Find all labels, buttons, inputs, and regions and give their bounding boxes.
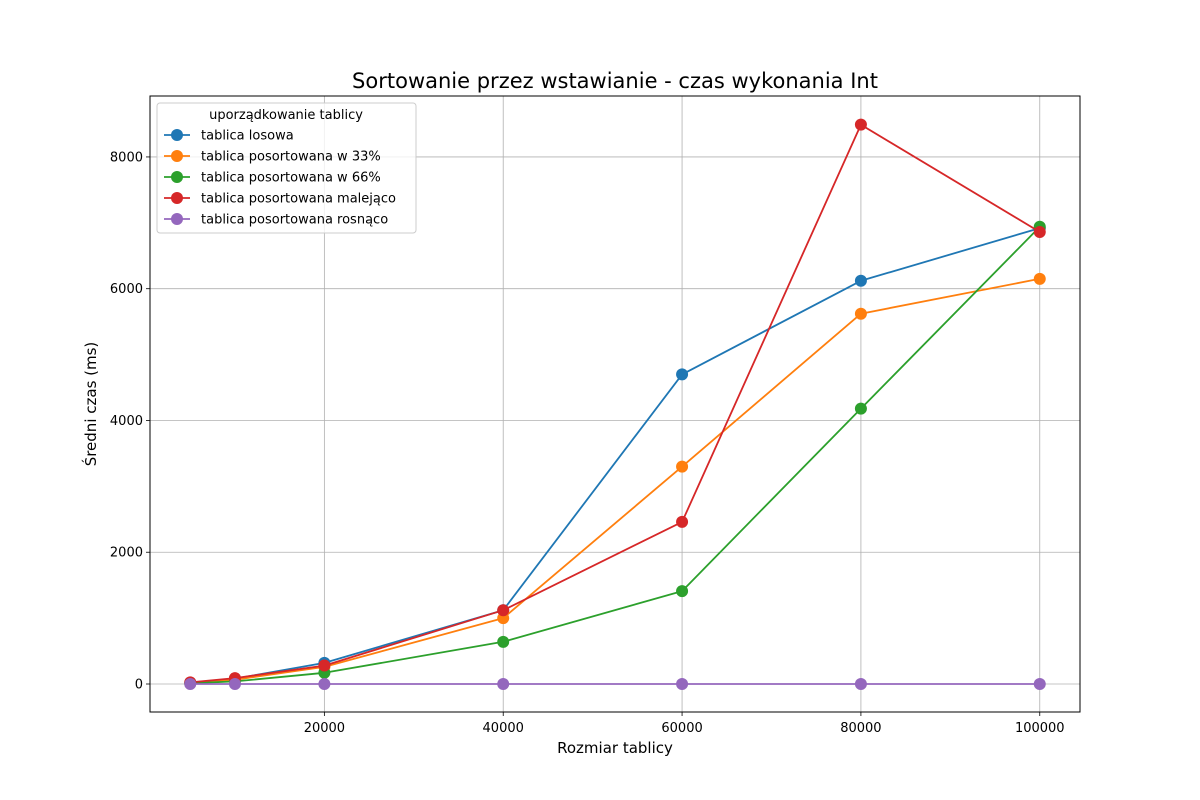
- legend-label: tablica posortowana rosnąco: [201, 213, 388, 228]
- data-point: [676, 368, 689, 381]
- y-tick-label: 4000: [110, 414, 143, 429]
- data-point: [1033, 272, 1046, 285]
- legend-marker: [171, 171, 183, 183]
- data-point: [854, 678, 867, 690]
- data-point: [497, 604, 510, 617]
- data-point: [676, 515, 689, 528]
- data-point: [1033, 678, 1046, 690]
- legend-label: tablica posortowana w 33%: [201, 150, 381, 165]
- axis-ticks: 20000 40000 60000 80000 100000 0 2000 4000 6000 8…: [110, 150, 1065, 736]
- data-point: [676, 678, 689, 690]
- legend-title: uporządkowanie tablicy: [209, 108, 363, 123]
- y-tick-label: 2000: [110, 546, 143, 561]
- legend-frame: [156, 102, 417, 234]
- x-tick-label: 80000: [840, 721, 881, 736]
- y-tick-label: 8000: [110, 150, 143, 165]
- data-point: [854, 402, 867, 415]
- x-tick-label: 100000: [1015, 721, 1065, 736]
- x-tick-label: 20000: [304, 721, 345, 736]
- legend-marker: [171, 129, 183, 141]
- y-axis-label: Średni czas (ms): [81, 342, 100, 467]
- data-point: [1033, 226, 1046, 239]
- legend-label: tablica posortowana malejąco: [201, 192, 396, 207]
- legend-label: tablica losowa: [201, 129, 294, 144]
- y-tick-label: 0: [135, 678, 143, 693]
- chart-title: Sortowanie przez wstawianie - czas wykon…: [352, 69, 878, 93]
- x-tick-label: 40000: [483, 721, 524, 736]
- x-axis-label: Rozmiar tablicy: [557, 739, 673, 757]
- legend-entry: tablica posortowana w 66%: [164, 171, 381, 186]
- legend-entry: tablica posortowana w 33%: [164, 150, 381, 165]
- data-point: [676, 460, 689, 473]
- data-point: [854, 118, 867, 131]
- data-point: [676, 585, 689, 598]
- series-5: [184, 678, 1046, 690]
- legend-marker: [171, 150, 183, 162]
- legend: uporządkowanie tablicy tablica losowa tab…: [156, 102, 417, 234]
- legend-entry: tablica posortowana malejąco: [164, 192, 396, 207]
- legend-entry: tablica losowa: [164, 129, 294, 144]
- legend-marker: [171, 213, 183, 225]
- y-tick-label: 6000: [110, 282, 143, 297]
- data-point: [184, 678, 197, 690]
- data-point: [318, 659, 331, 672]
- data-point: [497, 678, 510, 690]
- legend-label: tablica posortowana w 66%: [201, 171, 381, 186]
- data-point: [228, 678, 241, 690]
- data-point: [854, 274, 867, 287]
- data-point: [497, 635, 510, 648]
- x-tick-label: 60000: [661, 721, 702, 736]
- data-point: [854, 307, 867, 320]
- data-point: [318, 678, 331, 690]
- legend-marker: [171, 192, 183, 204]
- plot-frame: [149, 95, 1081, 713]
- series-layer: [184, 118, 1046, 690]
- legend-entry: tablica posortowana rosnąco: [164, 213, 388, 228]
